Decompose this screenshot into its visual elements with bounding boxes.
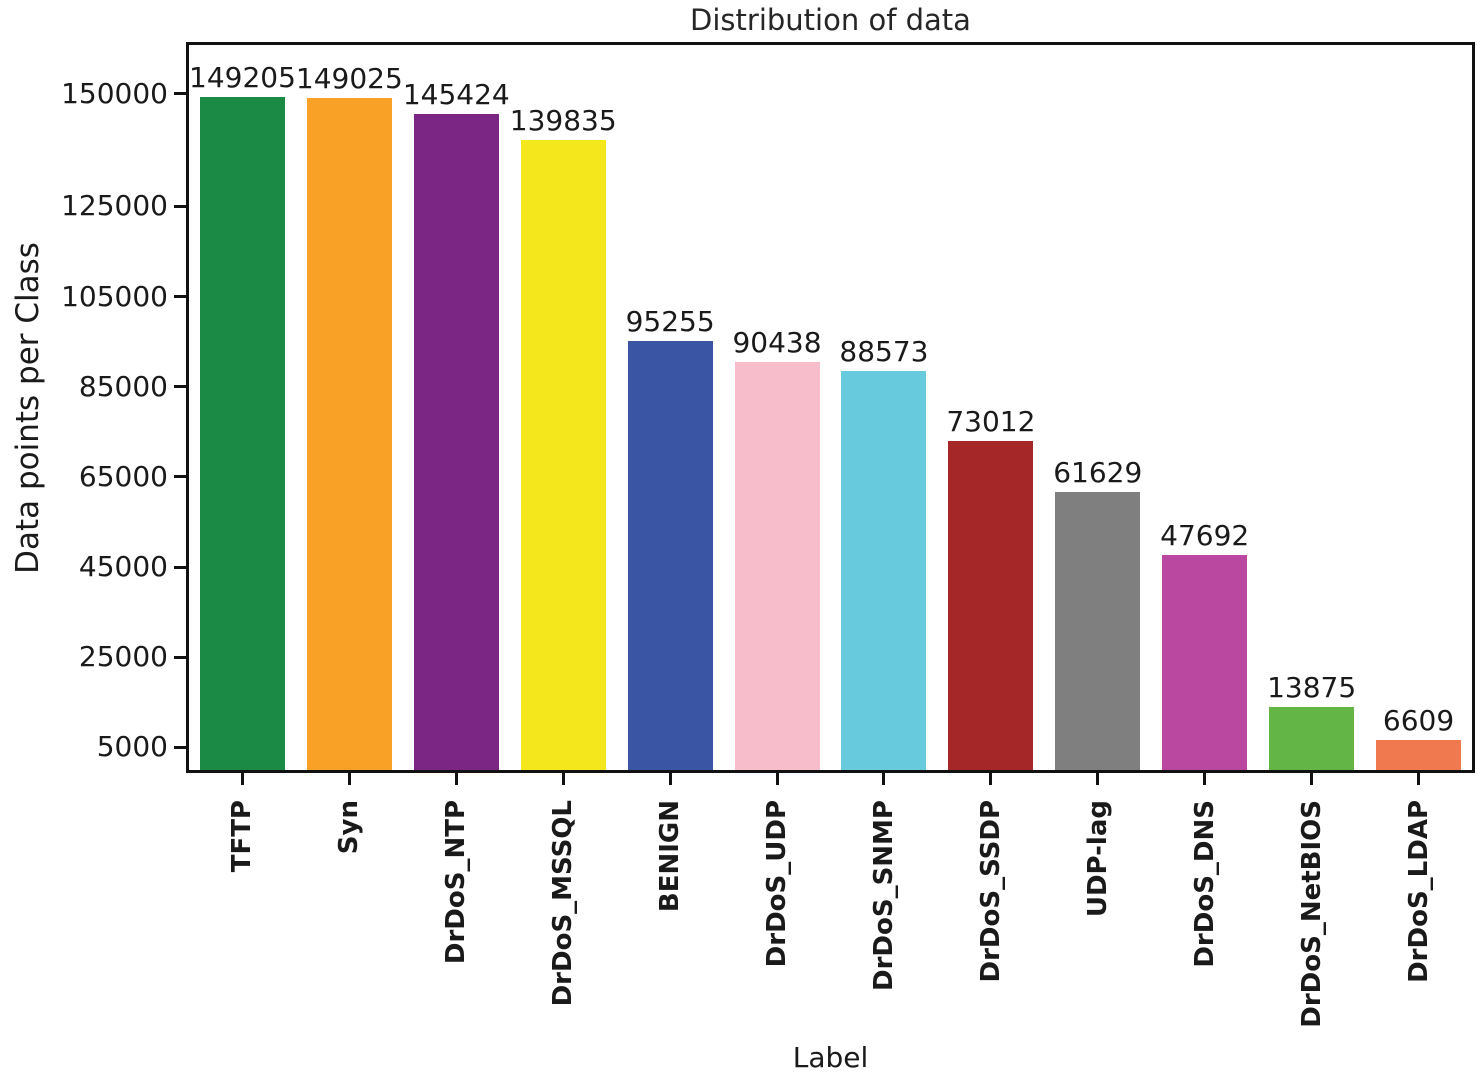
x-tick-mark: [668, 773, 672, 785]
x-tick-label: UDP-lag: [1082, 800, 1113, 918]
bar: [413, 114, 499, 770]
y-tick-label: 105000: [61, 279, 168, 313]
bar: [1162, 555, 1248, 770]
bar: [199, 97, 285, 770]
x-tick-mark: [775, 773, 779, 785]
bar: [841, 371, 927, 770]
x-tick-label: DrDoS_DNS: [1189, 800, 1220, 968]
x-tick-mark: [454, 773, 458, 785]
x-tick-mark: [1203, 773, 1207, 785]
x-tick-label: DrDoS_SSDP: [975, 800, 1006, 983]
x-tick-mark: [240, 773, 244, 785]
x-tick-label: DrDoS_NTP: [441, 800, 472, 965]
x-tick-label: TFTP: [227, 800, 258, 873]
x-tick-label: Syn: [334, 800, 365, 855]
x-tick-label: BENIGN: [655, 800, 686, 913]
bar-value-label: 13875: [1267, 671, 1357, 704]
x-tick-label: DrDoS_NetBIOS: [1296, 800, 1327, 1028]
bar-value-label: 6609: [1382, 704, 1455, 737]
y-tick-mark: [174, 295, 186, 299]
bar-value-label: 73012: [946, 405, 1036, 438]
bar: [627, 341, 713, 770]
bar-value-label: 149205: [189, 61, 296, 94]
bar-value-label: 95255: [625, 305, 715, 338]
x-tick-mark: [1096, 773, 1100, 785]
bar-value-label: 61629: [1053, 456, 1143, 489]
y-tick-mark: [174, 655, 186, 659]
chart-title: Distribution of data: [690, 3, 971, 37]
y-tick-mark: [174, 475, 186, 479]
y-tick-label: 5000: [96, 730, 168, 764]
x-axis-label: Label: [792, 1041, 869, 1074]
x-tick-mark: [882, 773, 886, 785]
y-tick-mark: [174, 745, 186, 749]
y-tick-label: 125000: [61, 189, 168, 223]
bar: [1269, 707, 1355, 770]
bar-value-label: 90438: [732, 326, 822, 359]
bar: [520, 140, 606, 770]
y-tick-label: 25000: [78, 640, 168, 674]
bar-value-label: 145424: [402, 78, 510, 111]
x-tick-label: DrDoS_SNMP: [868, 800, 899, 991]
bar-value-label: 88573: [839, 335, 929, 368]
y-tick-label: 45000: [78, 550, 168, 584]
bar: [1055, 492, 1141, 770]
bar: [948, 441, 1034, 770]
bar-value-label: 47692: [1160, 519, 1250, 552]
x-tick-mark: [1417, 773, 1421, 785]
x-tick-mark: [347, 773, 351, 785]
bar-value-label: 139835: [509, 104, 617, 137]
x-tick-mark: [561, 773, 565, 785]
plot-area: [186, 42, 1475, 773]
x-tick-label: DrDoS_UDP: [762, 800, 793, 968]
bar: [1376, 740, 1462, 770]
x-tick-mark: [989, 773, 993, 785]
x-tick-mark: [1310, 773, 1314, 785]
bar: [306, 98, 392, 770]
y-tick-mark: [174, 385, 186, 389]
x-tick-label: DrDoS_LDAP: [1403, 800, 1434, 983]
y-tick-label: 85000: [78, 369, 168, 403]
bar-value-label: 149025: [295, 62, 403, 95]
y-tick-label: 65000: [78, 459, 168, 493]
y-tick-mark: [174, 92, 186, 96]
y-tick-mark: [174, 204, 186, 208]
y-tick-mark: [174, 565, 186, 569]
x-tick-label: DrDoS_MSSQL: [548, 800, 579, 1007]
bar: [734, 362, 820, 770]
y-tick-label: 150000: [61, 76, 168, 110]
